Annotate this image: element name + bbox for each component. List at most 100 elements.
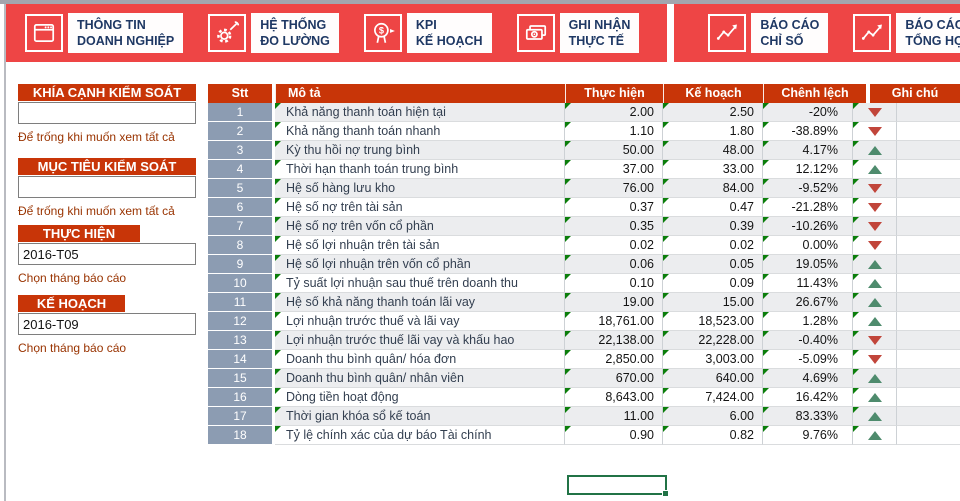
- cell-difference[interactable]: 83.33%: [763, 407, 853, 426]
- cell-note[interactable]: [897, 426, 960, 445]
- cell-trend[interactable]: [853, 255, 897, 274]
- cell-trend[interactable]: [853, 217, 897, 236]
- cell-difference[interactable]: -10.26%: [763, 217, 853, 236]
- cell-difference[interactable]: 1.28%: [763, 312, 853, 331]
- cell-note[interactable]: [897, 274, 960, 293]
- cell-description[interactable]: Hệ số khả năng thanh toán lãi vay: [275, 293, 565, 312]
- cell-plan[interactable]: 6.00: [663, 407, 763, 426]
- control-aspect-input[interactable]: [18, 102, 196, 124]
- cell-description[interactable]: Lợi nhuận trước thuế và lãi vay: [275, 312, 565, 331]
- cell-actual[interactable]: 0.06: [565, 255, 663, 274]
- cell-note[interactable]: [897, 369, 960, 388]
- cell-trend[interactable]: [853, 160, 897, 179]
- cell-row-number[interactable]: 3: [208, 141, 275, 160]
- cell-difference[interactable]: 16.42%: [763, 388, 853, 407]
- cell-actual[interactable]: 50.00: [565, 141, 663, 160]
- cell-row-number[interactable]: 10: [208, 274, 275, 293]
- cell-row-number[interactable]: 16: [208, 388, 275, 407]
- cell-actual[interactable]: 0.90: [565, 426, 663, 445]
- cell-plan[interactable]: 3,003.00: [663, 350, 763, 369]
- cell-row-number[interactable]: 18: [208, 426, 275, 445]
- cell-row-number[interactable]: 5: [208, 179, 275, 198]
- cell-row-number[interactable]: 17: [208, 407, 275, 426]
- cell-plan[interactable]: 1.80: [663, 122, 763, 141]
- cell-actual[interactable]: 0.37: [565, 198, 663, 217]
- cell-trend[interactable]: [853, 103, 897, 122]
- cell-plan[interactable]: 0.05: [663, 255, 763, 274]
- cell-actual[interactable]: 19.00: [565, 293, 663, 312]
- cell-row-number[interactable]: 6: [208, 198, 275, 217]
- cell-difference[interactable]: 0.00%: [763, 236, 853, 255]
- cell-description[interactable]: Hệ số lợi nhuận trên tài sản: [275, 236, 565, 255]
- cell-trend[interactable]: [853, 141, 897, 160]
- cell-row-number[interactable]: 7: [208, 217, 275, 236]
- cell-plan[interactable]: 84.00: [663, 179, 763, 198]
- cell-note[interactable]: [897, 160, 960, 179]
- cell-difference[interactable]: -9.52%: [763, 179, 853, 198]
- cell-note[interactable]: [897, 122, 960, 141]
- cell-trend[interactable]: [853, 426, 897, 445]
- cell-note[interactable]: [897, 179, 960, 198]
- cell-trend[interactable]: [853, 388, 897, 407]
- cell-plan[interactable]: 0.39: [663, 217, 763, 236]
- cell-plan[interactable]: 640.00: [663, 369, 763, 388]
- cell-row-number[interactable]: 13: [208, 331, 275, 350]
- cell-note[interactable]: [897, 198, 960, 217]
- cell-difference[interactable]: -0.40%: [763, 331, 853, 350]
- cell-note[interactable]: [897, 350, 960, 369]
- cell-actual[interactable]: 18,761.00: [565, 312, 663, 331]
- actual-month-input[interactable]: [18, 243, 196, 265]
- cell-trend[interactable]: [853, 274, 897, 293]
- cell-description[interactable]: Hệ số hàng lưu kho: [275, 179, 565, 198]
- cell-actual[interactable]: 22,138.00: [565, 331, 663, 350]
- cell-difference[interactable]: 19.05%: [763, 255, 853, 274]
- cell-row-number[interactable]: 14: [208, 350, 275, 369]
- cell-difference[interactable]: -38.89%: [763, 122, 853, 141]
- cell-plan[interactable]: 0.82: [663, 426, 763, 445]
- button-index-report[interactable]: BÁO CÁO CHỈ SỐ: [708, 13, 829, 53]
- cell-actual[interactable]: 8,643.00: [565, 388, 663, 407]
- button-company-info[interactable]: THÔNG TIN DOANH NGHIỆP: [25, 13, 184, 53]
- cell-row-number[interactable]: 4: [208, 160, 275, 179]
- cell-trend[interactable]: [853, 236, 897, 255]
- cell-actual[interactable]: 76.00: [565, 179, 663, 198]
- cell-actual[interactable]: 2,850.00: [565, 350, 663, 369]
- cell-plan[interactable]: 0.47: [663, 198, 763, 217]
- cell-description[interactable]: Doanh thu bình quân/ nhân viên: [275, 369, 565, 388]
- cell-trend[interactable]: [853, 198, 897, 217]
- cell-row-number[interactable]: 11: [208, 293, 275, 312]
- button-summary-report[interactable]: BÁO CÁO TỔNG HỢP: [853, 13, 960, 53]
- fill-handle[interactable]: [662, 490, 669, 497]
- cell-plan[interactable]: 33.00: [663, 160, 763, 179]
- cell-trend[interactable]: [853, 407, 897, 426]
- cell-note[interactable]: [897, 407, 960, 426]
- cell-difference[interactable]: -20%: [763, 103, 853, 122]
- cell-description[interactable]: Thời hạn thanh toán trung bình: [275, 160, 565, 179]
- cell-description[interactable]: Hệ số lợi nhuận trên vốn cổ phần: [275, 255, 565, 274]
- cell-note[interactable]: [897, 388, 960, 407]
- cell-row-number[interactable]: 12: [208, 312, 275, 331]
- cell-plan[interactable]: 2.50: [663, 103, 763, 122]
- cell-trend[interactable]: [853, 350, 897, 369]
- cell-actual[interactable]: 1.10: [565, 122, 663, 141]
- cell-trend[interactable]: [853, 293, 897, 312]
- control-target-input[interactable]: [18, 176, 196, 198]
- cell-actual[interactable]: 37.00: [565, 160, 663, 179]
- cell-difference[interactable]: 9.76%: [763, 426, 853, 445]
- cell-description[interactable]: Khả năng thanh toán nhanh: [275, 122, 565, 141]
- cell-plan[interactable]: 7,424.00: [663, 388, 763, 407]
- cell-description[interactable]: Lợi nhuận trước thuế lãi vay và khấu hao: [275, 331, 565, 350]
- cell-description[interactable]: Hệ số nợ trên vốn cổ phần: [275, 217, 565, 236]
- cell-plan[interactable]: 22,228.00: [663, 331, 763, 350]
- cell-plan[interactable]: 48.00: [663, 141, 763, 160]
- cell-row-number[interactable]: 9: [208, 255, 275, 274]
- cell-trend[interactable]: [853, 369, 897, 388]
- plan-month-input[interactable]: [18, 313, 196, 335]
- cell-note[interactable]: [897, 255, 960, 274]
- cell-description[interactable]: Doanh thu bình quân/ hóa đơn: [275, 350, 565, 369]
- button-kpi-plan[interactable]: $ KPI KẾ HOẠCH: [363, 13, 492, 53]
- cell-description[interactable]: Tỷ lệ chính xác của dự báo Tài chính: [275, 426, 565, 445]
- cell-description[interactable]: Thời gian khóa sổ kế toán: [275, 407, 565, 426]
- cell-trend[interactable]: [853, 122, 897, 141]
- cell-actual[interactable]: 11.00: [565, 407, 663, 426]
